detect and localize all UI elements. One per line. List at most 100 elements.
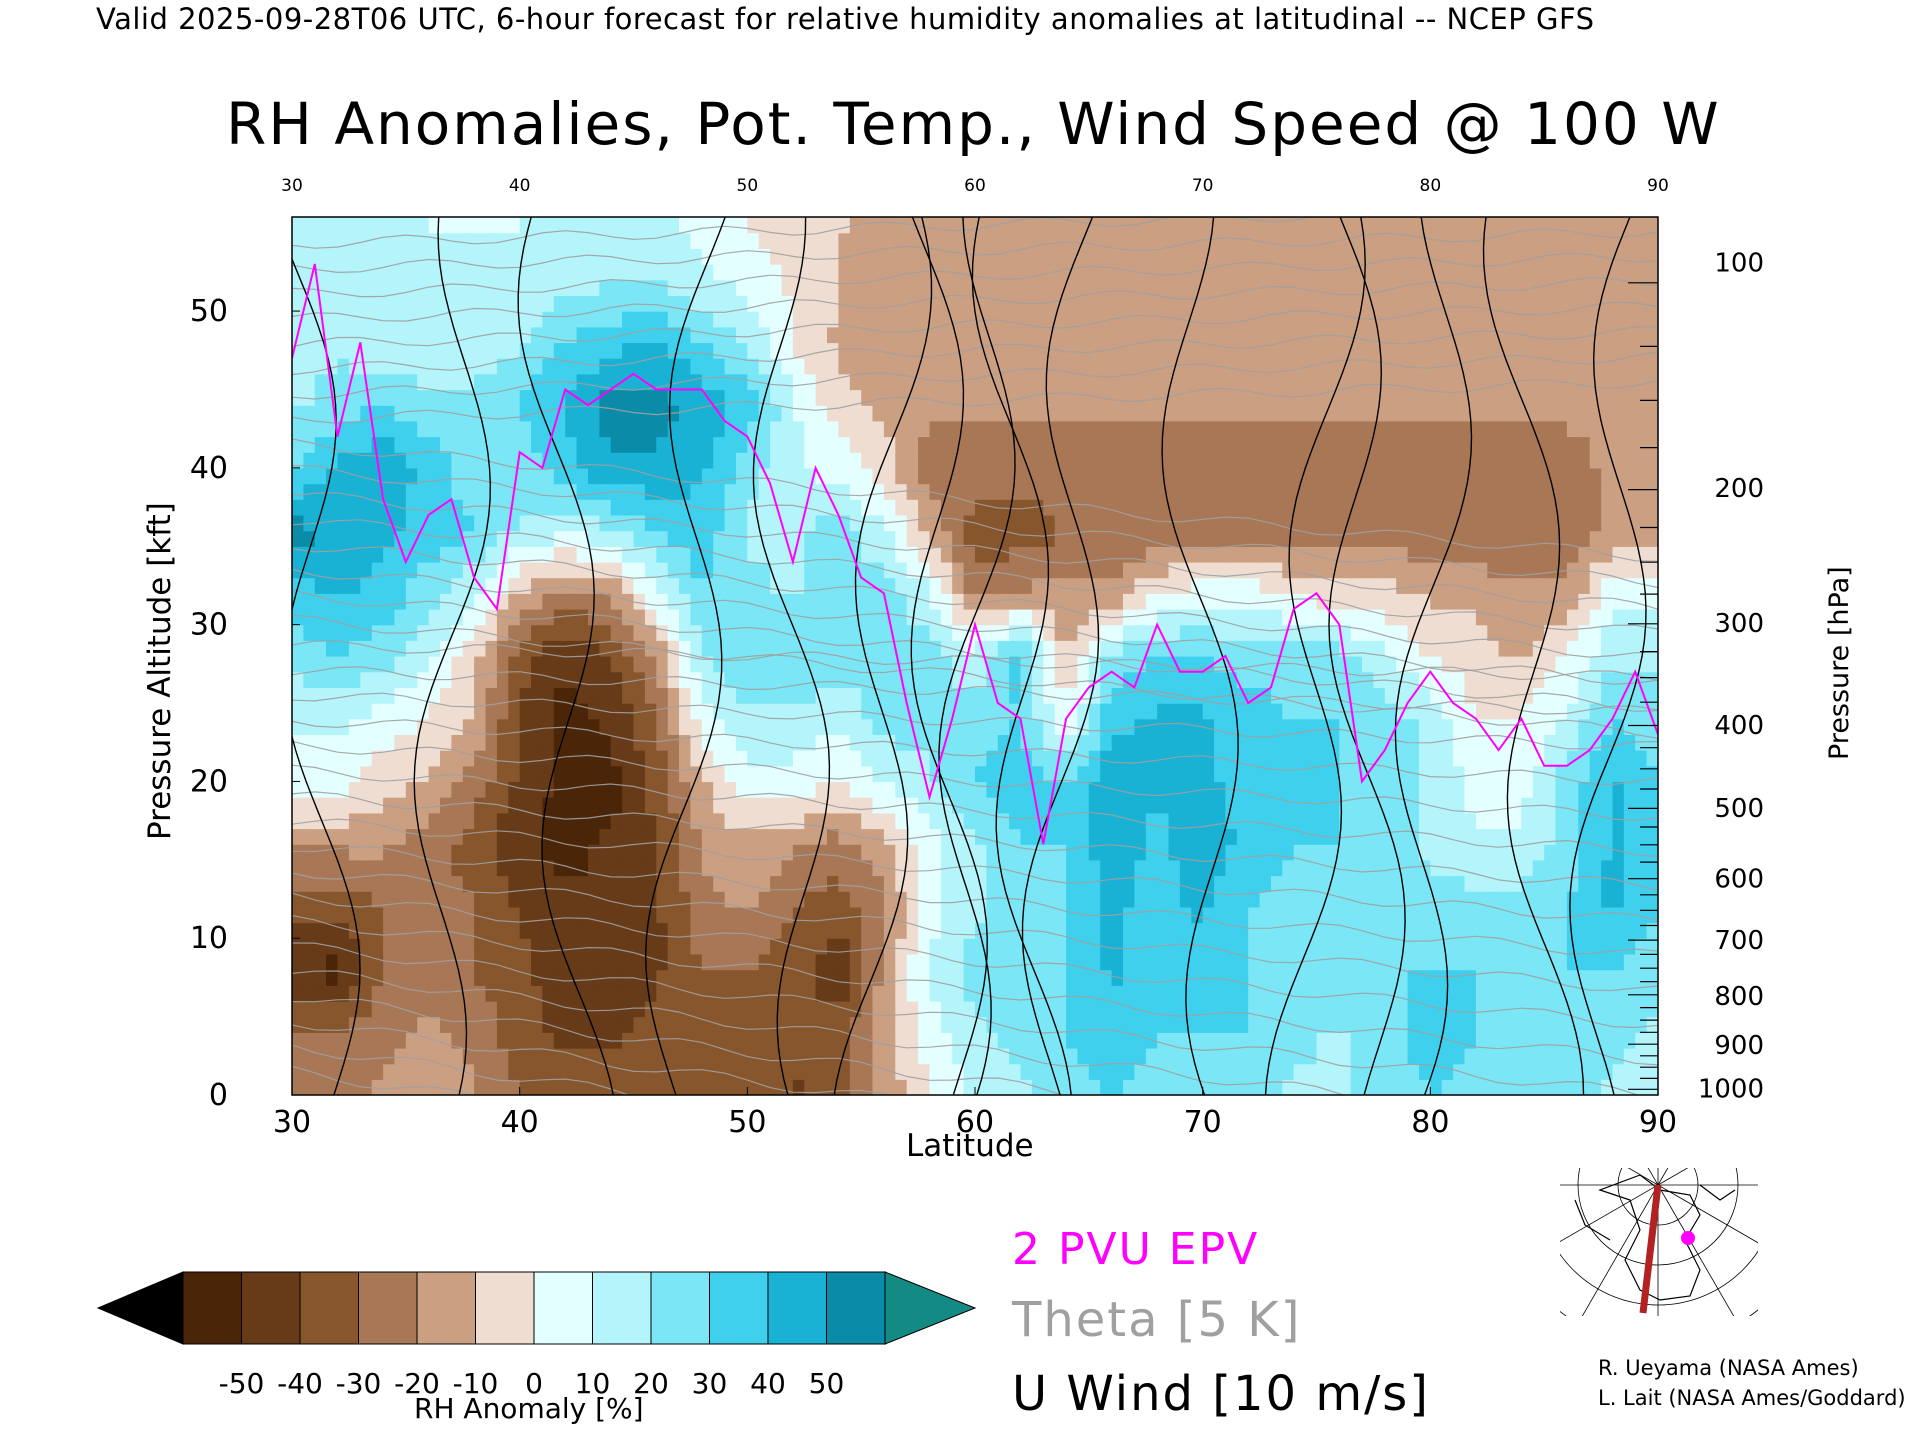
rh-cell: [747, 969, 760, 986]
rh-cell: [1396, 891, 1409, 908]
rh-cell: [736, 1032, 748, 1049]
rh-cell: [588, 1048, 600, 1065]
rh-cell: [553, 859, 566, 877]
rh-cell: [1157, 734, 1170, 751]
rh-cell: [1362, 953, 1374, 971]
rh-cell: [827, 828, 839, 845]
rh-cell: [417, 1016, 430, 1033]
rh-cell: [348, 844, 361, 861]
rh-cell: [417, 609, 430, 626]
rh-cell: [1419, 703, 1431, 720]
rh-cell: [622, 828, 635, 845]
rh-cell: [428, 1063, 441, 1080]
rh-cell: [1077, 514, 1090, 532]
rh-cell: [667, 624, 680, 641]
rh-cell: [1498, 875, 1511, 892]
rh-cell: [1566, 781, 1579, 798]
rh-cell: [371, 514, 384, 532]
rh-cell: [1054, 828, 1067, 845]
rh-cell: [1293, 546, 1306, 563]
rh-cell: [1088, 1079, 1101, 1095]
rh-cell: [474, 436, 487, 453]
rh-cell: [1248, 906, 1261, 924]
rh-cell: [1487, 985, 1500, 1002]
rh-cell: [1453, 953, 1466, 971]
rh-cell: [405, 577, 418, 594]
rh-cell: [531, 812, 543, 830]
rh-cell: [1066, 1016, 1079, 1033]
rh-cell: [1236, 1079, 1249, 1095]
rh-cell: [713, 765, 726, 783]
rh-cell: [1578, 1079, 1591, 1095]
rh-cell: [1532, 577, 1545, 594]
rh-cell: [906, 436, 919, 453]
rh-cell: [781, 797, 794, 814]
rh-cell: [405, 483, 418, 500]
rh-cell: [508, 703, 521, 720]
rh-cell: [1271, 1000, 1283, 1018]
rh-cell: [371, 828, 384, 845]
rh-cell: [656, 546, 669, 563]
rh-cell: [975, 656, 987, 673]
rh-cell: [337, 906, 350, 924]
rh-cell: [337, 828, 350, 845]
rh-cell: [1635, 1032, 1648, 1049]
rh-cell: [986, 624, 999, 641]
rh-cell: [1009, 577, 1022, 594]
rh-cell: [348, 906, 361, 924]
rh-cell: [633, 452, 646, 469]
rh-cell: [508, 781, 521, 798]
rh-cell: [1123, 577, 1135, 594]
rh-cell: [804, 514, 817, 532]
rh-cell: [337, 703, 350, 720]
rh-cell: [303, 797, 316, 814]
rh-cell: [804, 530, 817, 547]
rh-cell: [963, 922, 976, 939]
rh-cell: [394, 718, 407, 735]
rh-cell: [940, 1032, 953, 1049]
rh-cell: [576, 593, 589, 610]
rh-cell: [428, 483, 441, 500]
rh-cell: [1054, 985, 1067, 1002]
rh-cell: [462, 514, 475, 532]
rh-cell: [1100, 671, 1113, 688]
rh-cell: [792, 969, 805, 986]
rh-cell: [451, 703, 464, 720]
rh-cell: [1077, 452, 1090, 469]
rh-cell: [496, 765, 509, 783]
rh-cell: [1191, 1000, 1204, 1018]
rh-cell: [849, 640, 862, 657]
rh-cell: [1123, 593, 1135, 610]
rh-cell: [1077, 812, 1090, 830]
rh-cell: [1544, 577, 1557, 594]
rh-cell: [1168, 530, 1181, 547]
rh-cell: [1100, 844, 1113, 861]
rh-cell: [542, 750, 555, 767]
rh-cell: [1646, 906, 1658, 924]
rh-cell: [679, 985, 691, 1002]
rh-cell: [1441, 765, 1454, 783]
rh-cell: [952, 765, 965, 783]
rh-cell: [565, 781, 578, 798]
rh-cell: [474, 969, 487, 986]
rh-cell: [713, 514, 726, 532]
rh-cell: [1498, 452, 1511, 469]
rh-cell: [1327, 953, 1340, 971]
rh-cell: [975, 1048, 987, 1065]
rh-cell: [326, 561, 339, 579]
rh-cell: [929, 797, 942, 814]
rh-cell: [1191, 812, 1204, 830]
rh-cell: [1566, 875, 1579, 892]
rh-cell: [1339, 891, 1352, 908]
rh-cell: [1179, 467, 1192, 485]
rh-cell: [1202, 1016, 1215, 1033]
rh-cell: [1578, 859, 1591, 877]
rh-cell: [883, 859, 896, 877]
rh-cell: [1521, 577, 1534, 594]
rh-cell: [1248, 640, 1261, 657]
rh-cell: [1475, 671, 1488, 688]
rh-cell: [1396, 546, 1409, 563]
rh-cell: [1578, 624, 1591, 641]
rh-cell: [633, 922, 646, 939]
chart-title: RH Anomalies, Pot. Temp., Wind Speed @ 1…: [226, 90, 1721, 158]
